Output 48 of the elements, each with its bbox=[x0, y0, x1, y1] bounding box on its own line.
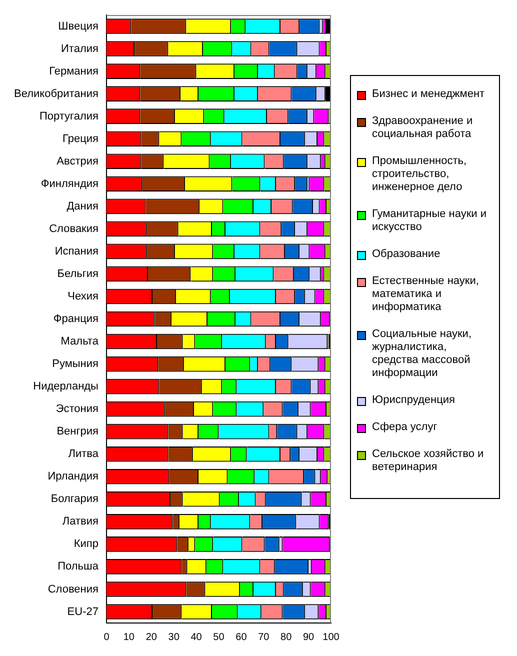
y-tick-label: Словакия bbox=[49, 222, 99, 235]
y-tick-label: Ирландия bbox=[48, 470, 99, 483]
legend-label: Юриспруденция bbox=[372, 394, 455, 407]
y-tick-label: Германия bbox=[49, 65, 99, 78]
y-tick-label: Португалия bbox=[39, 110, 99, 122]
x-tick-label: 80 bbox=[280, 632, 292, 643]
x-tick-label: 40 bbox=[190, 632, 202, 643]
legend-label: Гуманитарные науки и искусство bbox=[372, 208, 488, 234]
y-tick-label: Швеция bbox=[58, 20, 99, 32]
y-tick-label: Венгрия bbox=[56, 426, 99, 438]
y-tick-label: Чехия bbox=[68, 290, 99, 303]
x-tick-label: 70 bbox=[258, 632, 270, 643]
x-tick-label: 20 bbox=[146, 632, 158, 643]
y-tick-label: Бельгия bbox=[57, 268, 99, 280]
legend-label: Промышленность, строительство, инженерное дело bbox=[372, 155, 468, 194]
y-tick-label: Польша bbox=[58, 560, 100, 573]
y-tick-label: Италия bbox=[61, 42, 99, 55]
x-tick-label: 0 bbox=[104, 632, 110, 643]
y-tick-label: Кипр bbox=[74, 538, 98, 550]
legend-label: Сельское хозяйство и ветеринария bbox=[372, 448, 485, 474]
y-tick-label: Болгария bbox=[50, 493, 99, 506]
legend-label: Образование bbox=[372, 248, 440, 261]
y-tick-label: Франция bbox=[53, 313, 99, 326]
y-tick-label: Великобритания bbox=[14, 88, 99, 100]
y-tick-label: Дания bbox=[66, 200, 99, 212]
y-tick-label: Испания bbox=[54, 245, 99, 258]
y-tick-label: Греция bbox=[62, 132, 99, 145]
legend-label: Социальные науки, журналистика, средства массовой информации bbox=[372, 328, 473, 380]
legend-label: Здравоохранение и социальная работа bbox=[372, 115, 474, 141]
x-tick-label: 10 bbox=[123, 632, 135, 643]
legend-label: Сфера услуг bbox=[372, 421, 438, 434]
y-tick-label: Литва bbox=[68, 448, 100, 460]
y-tick-label: Финляндия bbox=[40, 178, 99, 190]
y-tick-label: Мальта bbox=[60, 336, 100, 348]
y-tick-label: Австрия bbox=[56, 155, 99, 168]
x-tick-label: 100 bbox=[322, 632, 340, 643]
x-tick-label: 30 bbox=[168, 632, 180, 643]
legend-label: Естественные науки, математика и информатика bbox=[372, 275, 480, 314]
y-tick-label: EU-27 bbox=[67, 606, 98, 618]
x-tick-label: 50 bbox=[213, 632, 225, 643]
y-tick-label: Нидерланды bbox=[33, 380, 99, 393]
x-tick-label: 60 bbox=[236, 632, 248, 643]
y-tick-label: Эстония bbox=[56, 403, 99, 416]
y-tick-label: Словения bbox=[48, 583, 99, 596]
legend-label: Бизнес и менеджмент bbox=[372, 88, 485, 101]
y-tick-label: Румыния bbox=[52, 358, 99, 370]
x-tick-label: 90 bbox=[302, 632, 315, 643]
y-tick-label: Латвия bbox=[62, 516, 99, 528]
